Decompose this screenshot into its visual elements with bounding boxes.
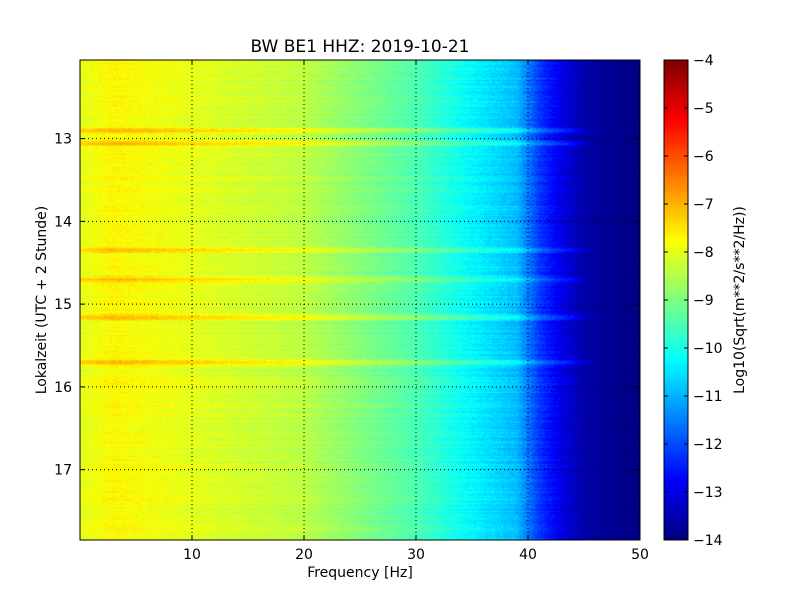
x-tick-label: 30 [407,547,425,563]
colorbar-tick-label: −8 [693,245,714,261]
colorbar-tick-label: −12 [693,437,723,453]
colorbar-label: Log10(Sqrt(m**2/s**2/Hz)) [732,206,748,394]
plot-frame [79,59,641,541]
colorbar-tick-label: −7 [693,197,714,213]
x-tick-label: 20 [295,547,313,563]
colorbar-tick-label: −14 [693,533,723,549]
colorbar-tick-label: −11 [693,389,723,405]
colorbar-tick-label: −9 [693,293,714,309]
y-tick-label: 13 [54,132,72,148]
chart-title: BW BE1 HHZ: 2019-10-21 [250,37,469,57]
colorbar-tick-label: −6 [693,149,714,165]
x-tick-label: 10 [183,547,201,563]
y-axis-label: Lokalzeit (UTC + 2 Stunde) [34,206,50,395]
colorbar-tick-label: −13 [693,485,723,501]
x-tick-label: 40 [519,547,537,563]
y-tick-label: 16 [54,380,72,396]
spectrogram-heatmap [80,60,640,540]
y-tick-label: 17 [54,463,72,479]
x-axis-label: Frequency [Hz] [307,565,413,581]
axis-ticks: 10 20 30 40 50 13 14 15 16 17 [54,60,649,563]
colorbar-tick-label: −10 [693,341,723,357]
colorbar-tick-label: −5 [693,101,714,117]
colorbar-ticks: −4 −5 −6 −7 −8 −9 −10 −11 −12 −13 −14 [664,53,723,549]
grid-lines [80,60,640,540]
x-tick-label: 50 [631,547,649,563]
y-tick-label: 14 [54,214,72,230]
y-tick-label: 15 [54,297,72,313]
colorbar-tick-label: −4 [693,53,714,69]
